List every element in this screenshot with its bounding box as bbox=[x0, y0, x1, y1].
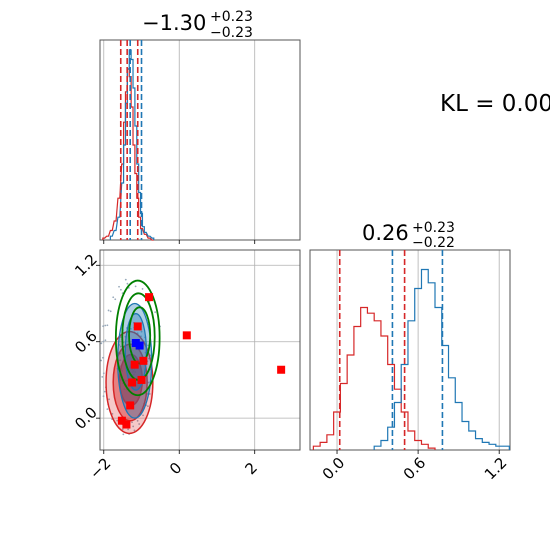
joint-sample-dot bbox=[127, 428, 130, 431]
joint-sample-dot bbox=[101, 375, 104, 378]
joint-panel: −2 0 2 0.0 0.6 1.2 bbox=[71, 249, 301, 483]
joint-red-square-marker bbox=[145, 293, 154, 302]
joint-red-square-marker bbox=[117, 416, 126, 425]
marginal-x-title-sup: +0.23 bbox=[210, 9, 253, 25]
joint-green-contour bbox=[114, 279, 161, 397]
marginal-x-red-histogram bbox=[102, 68, 154, 241]
joint-y-tick-label: 0.6 bbox=[71, 327, 101, 357]
joint-red-square-marker bbox=[137, 375, 146, 384]
joint-contents bbox=[100, 278, 286, 436]
joint-sample-dot bbox=[106, 408, 109, 411]
joint-sample-dot bbox=[132, 425, 135, 428]
marginal-y-title-sub: −0.22 bbox=[412, 235, 455, 251]
joint-sample-dot bbox=[129, 327, 132, 330]
joint-blue-square-marker bbox=[135, 341, 144, 350]
joint-red-square-marker bbox=[126, 401, 135, 410]
joint-sample-dot bbox=[146, 405, 149, 408]
marginal-y-x-tick-label: 1.2 bbox=[481, 454, 511, 484]
joint-sample-dot bbox=[142, 414, 144, 417]
joint-sample-dot bbox=[154, 311, 157, 314]
marginal-y-title-value: 0.26 bbox=[362, 221, 409, 245]
joint-sample-dot bbox=[124, 278, 127, 281]
joint-sample-dot bbox=[141, 288, 144, 290]
joint-x-tick-label: −2 bbox=[86, 454, 114, 482]
marginal-x-frame bbox=[99, 39, 301, 241]
marginal-y-title-sup: +0.23 bbox=[412, 220, 455, 236]
joint-y-tick-label: 1.2 bbox=[71, 250, 101, 280]
joint-sample-dot bbox=[138, 423, 141, 425]
joint-red-square-marker bbox=[128, 378, 137, 387]
marginal-y-x-tick-label: 0.6 bbox=[400, 454, 430, 484]
kl-label: KL = 0.00 bbox=[440, 91, 550, 117]
joint-sample-dot bbox=[118, 285, 120, 288]
joint-sample-dot bbox=[102, 372, 105, 375]
joint-sample-dot bbox=[119, 288, 122, 291]
joint-sample-dot bbox=[102, 340, 105, 343]
joint-sample-dot bbox=[119, 345, 122, 348]
joint-red-square-marker bbox=[133, 322, 142, 331]
marginal-y-title-group: 0.26 +0.23 −0.22 bbox=[362, 220, 455, 251]
joint-sample-dot bbox=[133, 429, 136, 432]
joint-blue-contour bbox=[124, 313, 148, 391]
marginal-x-title-sub: −0.23 bbox=[210, 25, 253, 41]
joint-sample-dot bbox=[126, 282, 129, 285]
joint-sample-dot bbox=[127, 287, 130, 289]
joint-sample-dot bbox=[104, 339, 107, 342]
marginal-x-title: −1.30 bbox=[142, 11, 206, 35]
joint-sample-dot bbox=[100, 342, 103, 345]
joint-sample-dot bbox=[147, 344, 149, 347]
joint-sample-dot bbox=[134, 285, 137, 288]
joint-sample-dot bbox=[136, 419, 139, 422]
joint-red-square-marker bbox=[182, 331, 191, 340]
joint-sample-dot bbox=[102, 395, 105, 398]
joint-sample-dot bbox=[122, 433, 125, 436]
joint-sample-dot bbox=[119, 336, 122, 339]
joint-sample-dot bbox=[131, 421, 133, 424]
joint-sample-dot bbox=[106, 324, 109, 327]
joint-sample-dot bbox=[112, 296, 115, 299]
joint-sample-dot bbox=[103, 390, 106, 393]
joint-sample-dot bbox=[108, 398, 110, 401]
marginal-y-red-histogram bbox=[312, 306, 436, 450]
joint-red-square-marker bbox=[122, 420, 131, 429]
joint-sample-dot bbox=[100, 359, 102, 362]
marginal-x-title-value: −1.30 bbox=[142, 11, 206, 35]
joint-frame bbox=[99, 249, 301, 451]
marginal-y-frame bbox=[309, 249, 511, 451]
marginal-x-panel: −1.30 +0.23 −0.23 bbox=[142, 9, 253, 41]
joint-sample-dot bbox=[109, 310, 112, 313]
joint-y-tick-label: 0.0 bbox=[71, 403, 101, 433]
joint-sample-dot bbox=[111, 412, 114, 415]
joint-sample-dot bbox=[102, 325, 105, 328]
joint-red-square-marker bbox=[277, 365, 286, 374]
joint-sample-dot bbox=[119, 359, 122, 362]
joint-x-tick-label: 0 bbox=[166, 459, 185, 478]
joint-sample-dot bbox=[114, 298, 117, 301]
marginal-y-x-tick-label: 0.0 bbox=[319, 454, 349, 484]
joint-sample-dot bbox=[121, 428, 124, 431]
joint-sample-dot bbox=[140, 330, 143, 333]
joint-red-square-marker bbox=[130, 360, 139, 369]
joint-sample-dot bbox=[104, 324, 107, 327]
joint-sample-dot bbox=[147, 381, 150, 384]
joint-sample-dot bbox=[116, 419, 119, 422]
joint-sample-dot bbox=[107, 309, 110, 312]
joint-x-tick-label: 2 bbox=[241, 459, 260, 478]
joint-red-square-marker bbox=[139, 356, 148, 365]
joint-sample-dot bbox=[102, 356, 104, 359]
